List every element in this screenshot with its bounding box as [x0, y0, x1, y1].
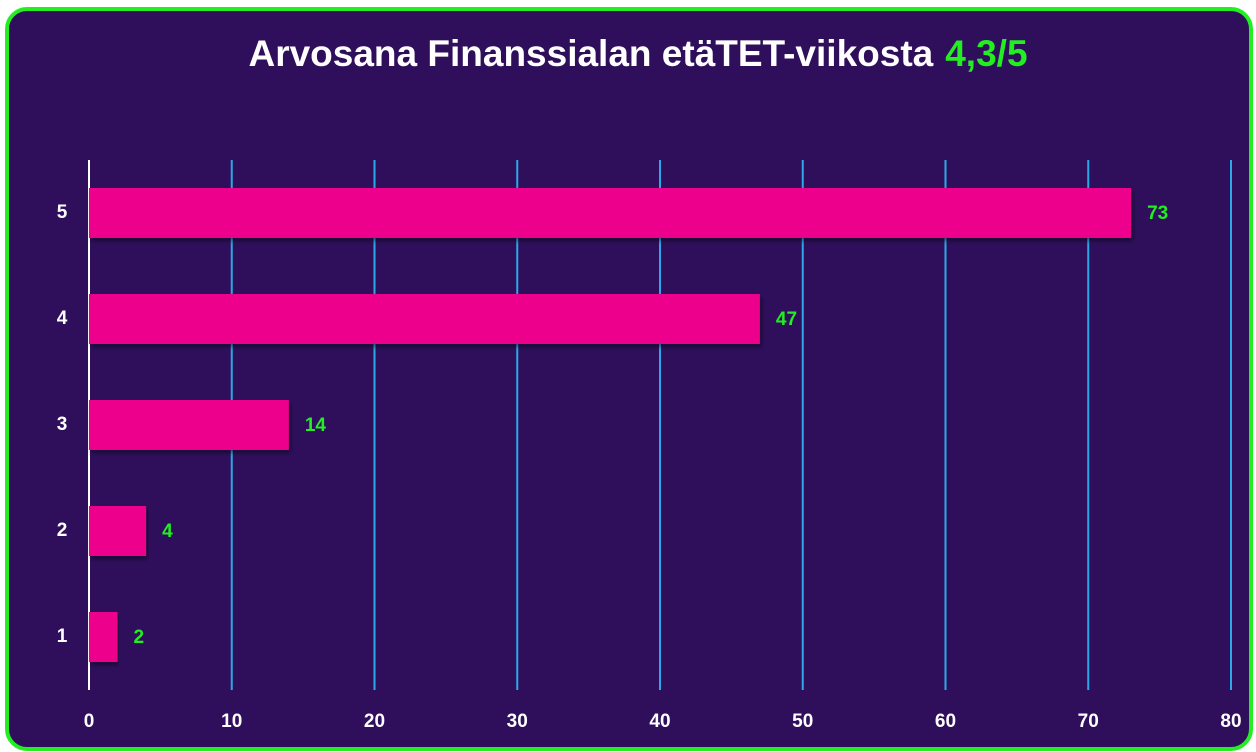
- data-label: 73: [1147, 203, 1168, 224]
- data-label: 4: [162, 521, 173, 542]
- x-tick-label: 10: [221, 711, 242, 732]
- bar: [89, 506, 147, 556]
- y-tick-label: 5: [57, 202, 68, 223]
- x-tick-label: 30: [507, 711, 528, 732]
- y-tick-label: 4: [57, 308, 68, 329]
- data-label: 47: [776, 309, 797, 330]
- x-tick-label: 0: [84, 711, 95, 732]
- y-tick-label: 1: [57, 626, 68, 647]
- data-label: 14: [305, 415, 327, 436]
- y-tick-label: 3: [57, 414, 68, 435]
- x-tick-label: 20: [364, 711, 385, 732]
- x-tick-label: 50: [792, 711, 813, 732]
- bar: [89, 612, 118, 662]
- title-highlight: 4,3/5: [945, 33, 1027, 74]
- chart-frame: [5, 7, 1253, 751]
- data-label: 2: [134, 627, 145, 648]
- x-tick-label: 40: [649, 711, 670, 732]
- x-tick-label: 80: [1220, 711, 1241, 732]
- y-tick-label: 2: [57, 520, 68, 541]
- bar: [89, 294, 760, 344]
- bar: [89, 188, 1132, 238]
- x-tick-label: 70: [1078, 711, 1099, 732]
- title-main: Arvosana Finanssialan etäTET-viikosta: [248, 33, 933, 74]
- x-tick-label: 60: [935, 711, 956, 732]
- bar: [89, 400, 289, 450]
- chart-title: Arvosana Finanssialan etäTET-viikosta 4,3…: [248, 33, 1027, 74]
